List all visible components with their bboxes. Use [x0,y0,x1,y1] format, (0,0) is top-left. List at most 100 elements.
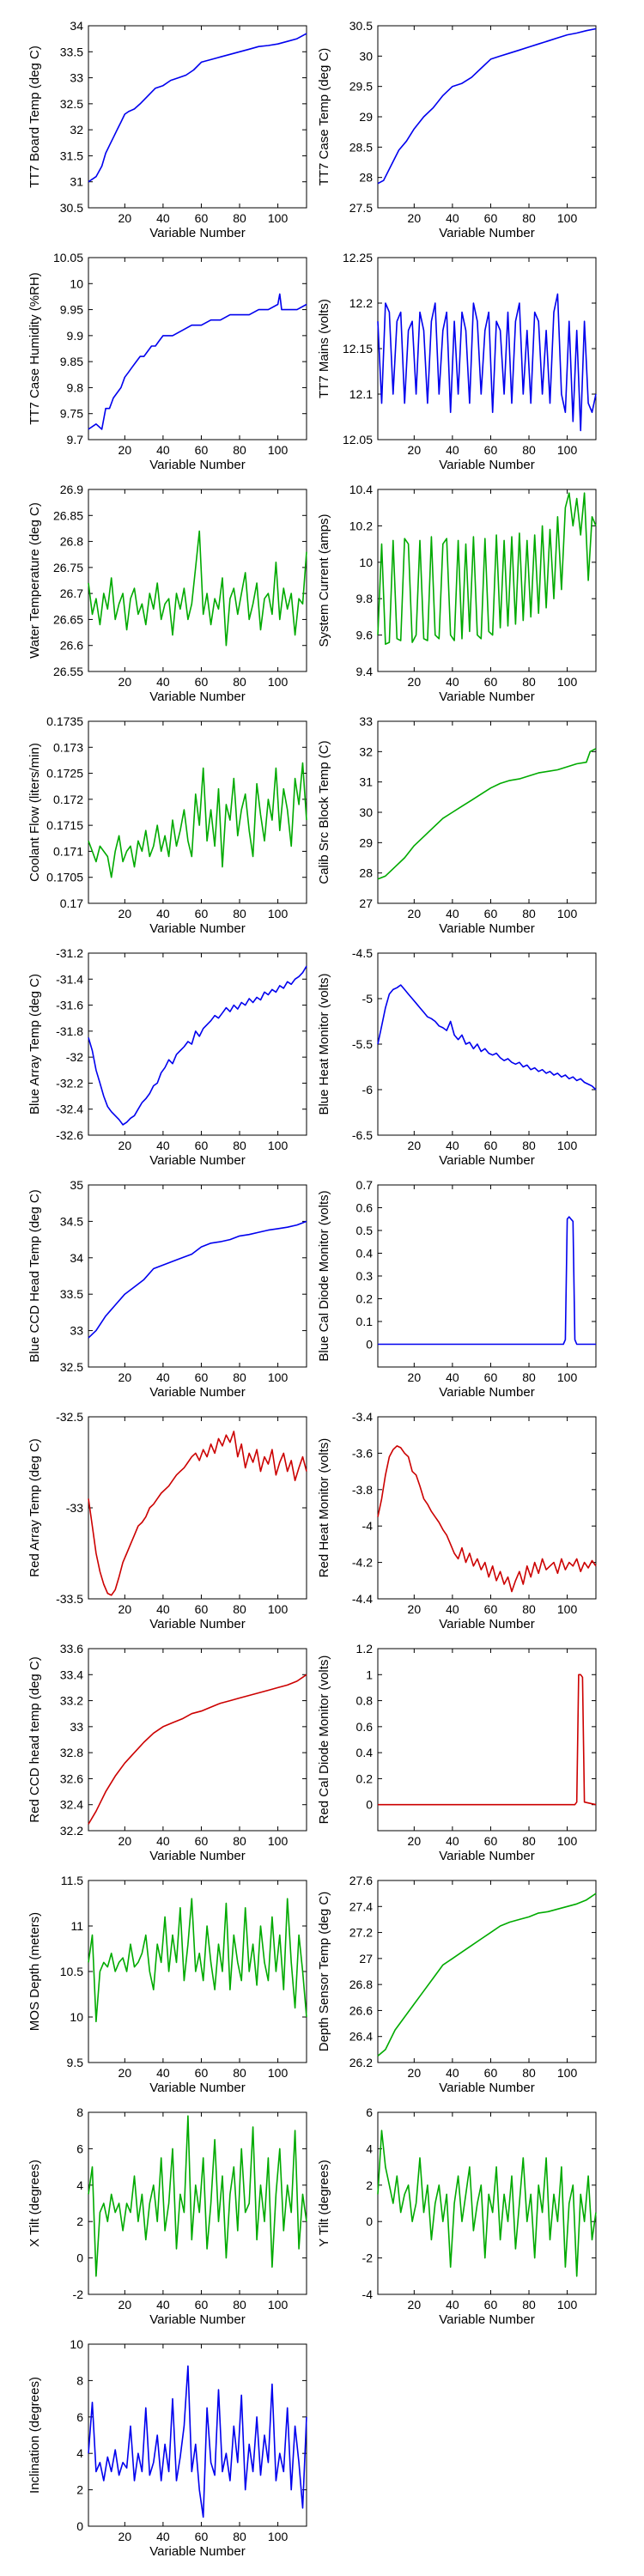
series-line-0 [377,748,597,880]
y-tick-label: 6 [366,2105,373,2119]
x-tick-label: 80 [233,675,246,689]
x-tick-label: 80 [233,907,246,920]
y-tick-label: -4 [362,1519,374,1533]
series-line-0 [377,27,597,185]
x-axis-label: Variable Number [149,226,245,240]
x-tick-label: 80 [522,443,536,457]
y-tick-label: 4 [76,2178,83,2192]
x-axis-label: Variable Number [149,1153,245,1168]
x-tick-label: 40 [156,1602,170,1616]
y-axis-label: Coolant Flow (liters/min) [27,743,42,882]
y-tick-label: 10.2 [349,519,373,532]
y-tick-label: 0.5 [356,1224,374,1237]
y-tick-label: 33 [70,1324,83,1338]
series-line-0 [88,762,307,878]
chart-panel-13: -4.4 -4.2 -4 -3.8 -3.6 -3.4 20 40 60 80 100 Variabl… [317,1410,597,1631]
y-tick-label: 9.85 [60,355,83,368]
y-tick-label: 34 [70,19,83,33]
x-tick-label: 80 [233,1370,246,1384]
series-line-0 [88,530,307,647]
x-tick-label: 80 [522,1602,536,1616]
y-tick-label: 0.172 [53,793,83,806]
y-tick-label: 32.5 [60,1360,83,1374]
chart-panel-16: 9.5 10 10.5 11 11.5 20 40 60 80 100 Variable Numbe… [27,1874,307,2095]
y-tick-label: 0 [366,1798,373,1812]
y-tick-label: 26.9 [60,483,83,496]
y-tick-label: 31 [359,775,373,789]
chart-panel-20: 0 2 4 6 8 10 20 40 60 80 100 Variable Number Inclina… [27,2337,307,2559]
chart-panel-3: 12.05 12.1 12.15 12.2 12.25 20 40 60 80 100 Variab… [317,251,597,472]
y-tick-label: 0.2 [356,1292,374,1306]
y-tick-label: 9.5 [67,2056,84,2069]
x-tick-label: 20 [408,1834,422,1848]
y-tick-label: 0 [366,1338,373,1352]
x-tick-label: 100 [557,1602,578,1616]
y-tick-label: 30 [359,805,373,819]
y-tick-label: 0 [76,2251,83,2265]
y-tick-label: 32.6 [60,1771,83,1785]
y-tick-label: -2 [73,2287,84,2301]
y-axis-label: Red Cal Diode Monitor (volts) [317,1656,331,1825]
y-tick-label: 0.6 [356,1720,374,1734]
x-tick-label: 60 [195,1834,209,1848]
x-axis-label: Variable Number [149,921,245,936]
x-tick-label: 60 [195,1370,209,1384]
y-tick-label: 31 [70,175,83,189]
y-tick-label: 10.4 [349,483,373,496]
x-tick-label: 100 [268,1602,289,1616]
y-tick-label: 26.75 [53,561,83,574]
y-tick-label: 12.25 [343,251,373,264]
y-tick-label: 32 [359,744,373,758]
chart-panel-7: 27 28 29 30 31 32 33 20 40 60 80 100 Variable Number… [317,714,597,936]
y-tick-label: 33 [70,1720,83,1734]
y-tick-label: 28 [359,866,373,880]
x-axis-label: Variable Number [439,921,534,936]
y-tick-label: 0 [76,2519,83,2533]
chart-panel-5: 9.4 9.6 9.8 10 10.2 10.4 20 40 60 80 100 Variable N… [317,483,597,704]
x-tick-label: 80 [522,211,536,225]
y-tick-label: 2 [366,2178,373,2192]
x-tick-label: 80 [233,1834,246,1848]
x-tick-label: 60 [484,2298,498,2312]
series-line-0 [378,1216,596,1346]
y-tick-label: 30 [359,49,373,63]
series-line-0 [88,2365,307,2518]
plot-frame [88,952,307,1136]
x-tick-label: 100 [268,2530,289,2543]
x-axis-label: Variable Number [439,2081,534,2095]
y-tick-label: -3.8 [352,1483,373,1497]
chart-panel-14: 32.2 32.4 32.6 32.8 33 33.2 33.4 33.6 20 40 60 80 10… [27,1642,307,1863]
plot-frame [88,1880,307,2063]
y-axis-label: Blue Cal Diode Monitor (volts) [317,1190,331,1361]
x-tick-label: 20 [118,2530,132,2543]
y-tick-label: 0.173 [53,740,83,754]
y-tick-label: 4 [76,2446,83,2460]
y-tick-label: -33 [66,1501,83,1515]
y-axis-label: System Current (amps) [317,513,331,647]
y-axis-label: Blue Heat Monitor (volts) [317,973,331,1115]
x-axis-label: Variable Number [439,1153,534,1168]
y-tick-label: 31.5 [60,149,83,162]
y-tick-label: -3.4 [352,1410,373,1424]
x-tick-label: 40 [446,675,459,689]
y-tick-label: 4 [366,2142,373,2155]
plot-frame [377,1648,597,1832]
y-tick-label: 28.5 [349,140,373,154]
y-tick-label: -33.5 [56,1592,83,1606]
series-line-0 [88,1431,307,1596]
y-tick-label: 32.8 [60,1746,83,1759]
x-tick-label: 20 [118,1602,132,1616]
plot-frame [377,720,597,904]
series-line-0 [377,1445,597,1593]
x-tick-label: 60 [484,907,498,920]
y-tick-label: -4.4 [352,1592,373,1606]
y-axis-label: Blue Array Temp (deg C) [27,974,42,1115]
x-tick-label: 80 [522,675,536,689]
x-tick-label: 100 [268,675,289,689]
y-tick-label: -6.5 [352,1128,373,1142]
chart-panel-1: 27.5 28 28.5 29 29.5 30 30.5 20 40 60 80 100 Variabl… [317,19,597,240]
y-tick-label: -32.2 [56,1076,83,1090]
x-tick-label: 100 [557,1139,578,1152]
series-line-0 [88,2115,307,2277]
y-tick-label: -6 [362,1083,374,1097]
